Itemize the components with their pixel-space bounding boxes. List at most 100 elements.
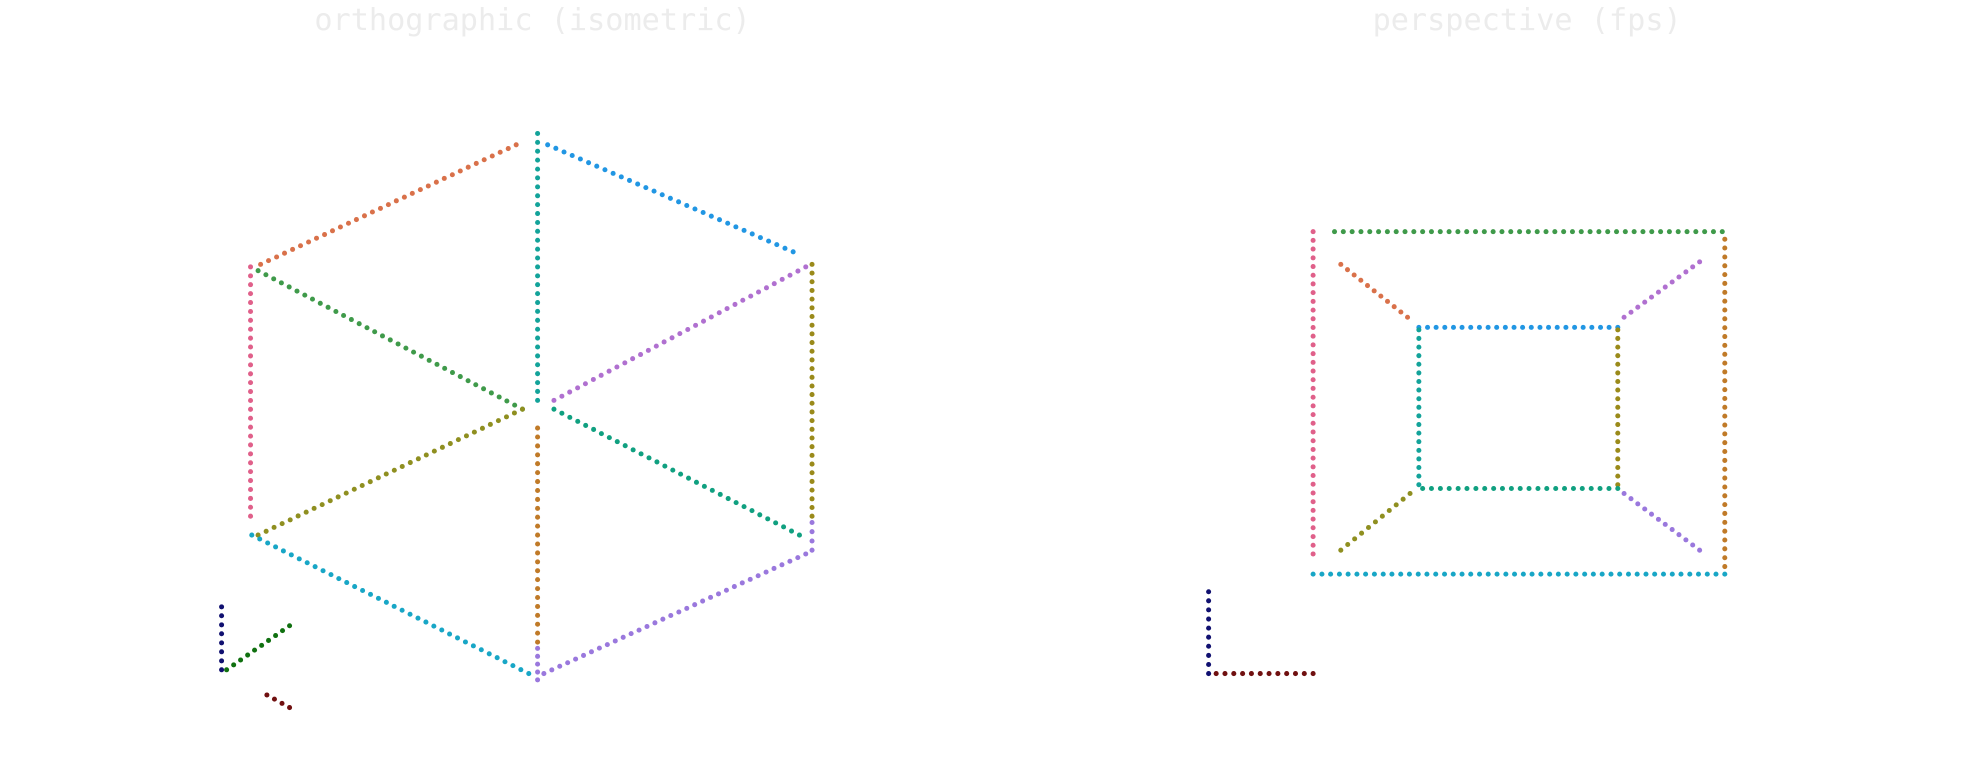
dot [1354,571,1360,577]
dot [1615,327,1621,333]
dot [505,146,511,152]
dot [1588,485,1594,492]
dot [535,291,541,297]
dot [1310,264,1316,270]
dot [725,496,731,502]
dot [1722,334,1728,340]
dot [248,300,254,306]
dot [535,434,541,440]
dot [1722,564,1728,570]
dot [573,656,579,662]
dot [1562,485,1568,492]
dot [1380,571,1386,577]
dot [809,357,815,363]
dot [1416,327,1422,333]
dot [803,264,809,270]
dot [481,157,487,163]
dot [1384,298,1391,304]
dot [431,623,437,629]
dot [659,192,665,198]
dot [1615,387,1621,393]
dot [535,505,541,511]
dot [1722,245,1728,251]
dot [224,667,230,673]
dot [740,297,746,303]
dot [1687,571,1693,577]
dot [478,647,484,653]
dot [1407,491,1413,497]
dot [535,300,541,306]
dot [630,447,636,453]
dot [535,479,541,485]
dot [1310,229,1316,235]
dot [248,415,254,421]
dot [1344,267,1350,273]
dot [614,439,620,445]
dot [411,349,417,355]
edge [1310,571,1728,577]
dot [731,584,737,590]
dot [1710,229,1716,235]
dot [583,422,589,428]
dot [1310,446,1316,452]
dot [423,619,429,625]
edge [535,130,541,403]
dot [1722,422,1728,428]
dot [1722,502,1728,508]
dot [415,456,421,462]
dot [248,406,254,412]
dot [809,418,815,424]
dot [660,616,666,622]
dot [708,314,714,320]
dot [1722,272,1728,278]
dot [265,540,271,546]
dot [1722,342,1728,348]
dot [488,390,494,396]
dot [795,555,801,561]
dot [1722,413,1728,419]
dot [676,609,682,615]
dot [1425,324,1431,330]
dot [716,217,723,223]
dot [348,317,354,323]
dot [497,149,503,155]
dot [375,595,381,601]
dot [449,172,455,178]
dot [1310,499,1316,505]
dot [1411,229,1417,235]
dot [1615,361,1621,367]
dot [1697,259,1703,265]
dot [809,340,815,346]
dot [465,164,471,170]
dot [248,371,254,377]
dot [741,227,747,233]
dot [755,573,761,579]
dot [328,572,334,578]
dot [684,605,690,611]
dot [1284,671,1290,677]
edge [249,532,532,677]
dot [725,220,731,226]
dot [248,317,254,323]
dot [535,532,541,538]
dot [320,568,326,574]
dot [535,630,541,636]
dot [248,504,254,510]
dot [1402,229,1408,235]
dot [748,293,754,299]
dot [434,361,440,367]
dot [646,455,652,461]
dot [535,157,541,163]
dot [1213,671,1219,677]
dot [1642,299,1648,305]
dot [1579,485,1585,492]
dot [535,353,541,359]
dot [379,333,385,339]
dot [513,142,519,148]
dot [248,362,254,368]
edge [1621,491,1703,553]
dot [809,426,815,432]
dot [551,397,557,403]
dot [415,615,421,621]
dot [1690,264,1696,270]
